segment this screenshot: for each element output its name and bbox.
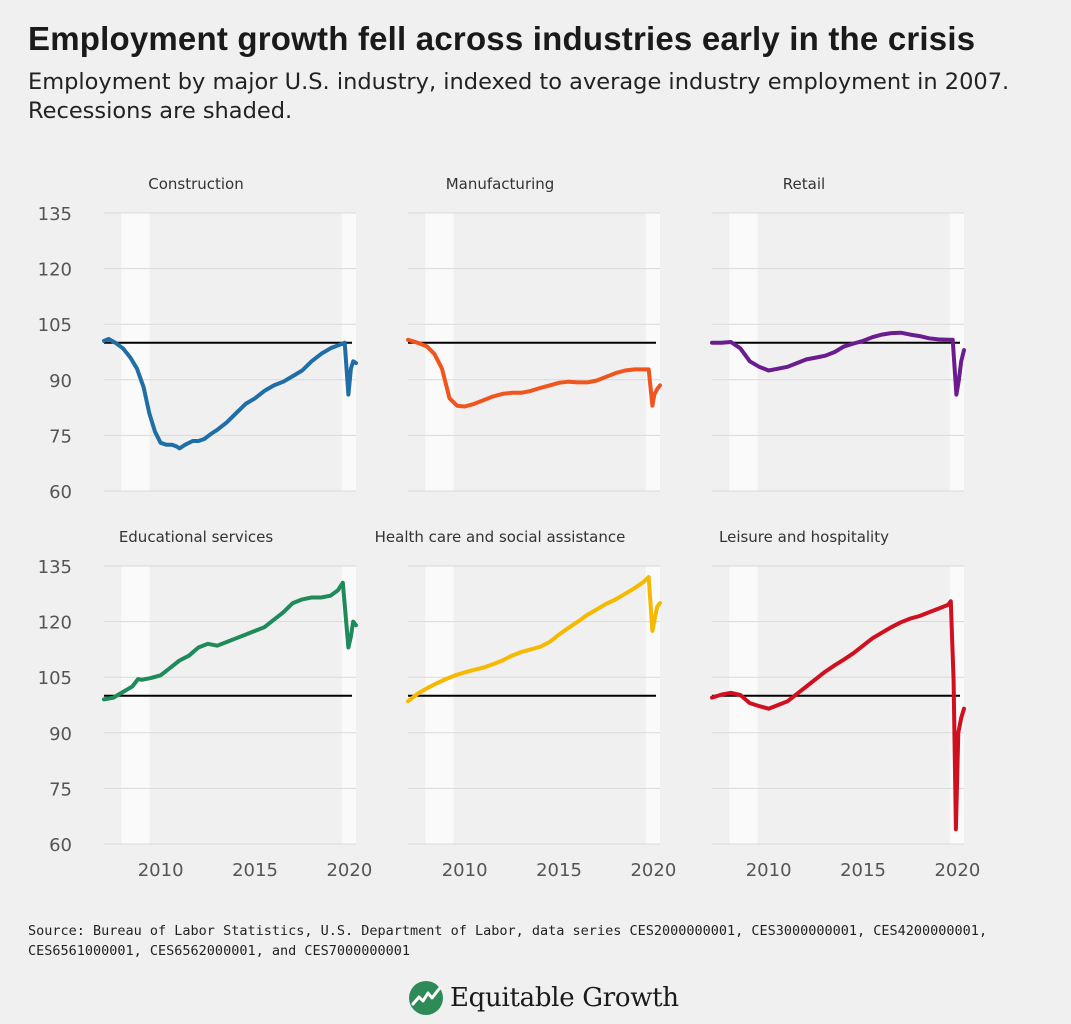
y-tick-label: 75 (49, 426, 72, 447)
y-tick-label: 120 (38, 260, 72, 281)
panel-title: Leisure and hospitality (719, 528, 889, 546)
y-tick-label: 120 (38, 613, 72, 634)
x-tick-label: 2020 (326, 860, 372, 881)
x-tick-label: 2010 (442, 860, 488, 881)
x-tick-label: 2015 (536, 860, 582, 881)
recession-shade (425, 213, 454, 491)
brand-name: Equitable Growth (450, 983, 679, 1013)
series-line (406, 337, 662, 409)
brand-logo[interactable]: Equitable Growth (408, 976, 679, 1020)
panel-title: Health care and social assistance (375, 528, 626, 546)
chart-subtitle: Employment by major U.S. industry, index… (28, 69, 1010, 124)
recession-shade (645, 566, 660, 844)
series-line (102, 580, 358, 702)
equitable-growth-logo-icon (409, 981, 443, 1015)
panel-title: Manufacturing (446, 175, 555, 193)
panel-title: Educational services (119, 528, 274, 546)
x-tick-label: 2020 (934, 860, 980, 881)
y-tick-label: 90 (49, 371, 72, 392)
panel-title: Construction (148, 175, 244, 193)
y-tick-label: 135 (38, 204, 72, 225)
source-note: Source: Bureau of Labor Statistics, U.S.… (28, 923, 988, 959)
series-line (710, 599, 966, 832)
x-tick-label: 2015 (840, 860, 886, 881)
x-tick-label: 2015 (232, 860, 278, 881)
recession-shade (341, 213, 356, 491)
recession-shade (645, 213, 660, 491)
recession-shade (949, 213, 964, 491)
x-tick-label: 2020 (630, 860, 676, 881)
recession-shade (121, 566, 150, 844)
y-tick-label: 90 (49, 724, 72, 745)
y-tick-label: 75 (49, 779, 72, 800)
x-tick-label: 2010 (746, 860, 792, 881)
series-line (102, 337, 358, 451)
y-tick-label: 105 (38, 668, 72, 689)
chart-title: Employment growth fell across industries… (28, 20, 976, 57)
y-tick-label: 60 (49, 482, 72, 503)
y-tick-label: 105 (38, 315, 72, 336)
y-tick-label: 135 (38, 557, 72, 578)
panel-title: Retail (783, 175, 825, 193)
series-line (710, 330, 966, 397)
series-line (406, 575, 662, 704)
recession-shade (425, 566, 454, 844)
x-tick-label: 2010 (138, 860, 184, 881)
y-tick-label: 60 (49, 835, 72, 856)
